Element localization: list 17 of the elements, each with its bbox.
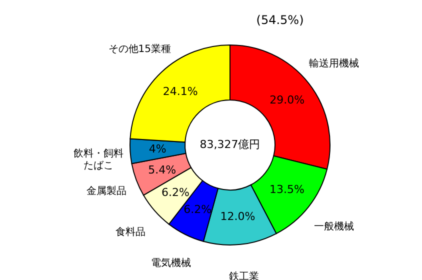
slice-label: その他15業種 — [108, 42, 171, 55]
data-label: 5.4% — [148, 163, 176, 176]
data-label: 6.2% — [162, 186, 190, 199]
slice-label: 輸送用機械 — [309, 58, 360, 70]
slice-label: 金属製品 — [86, 185, 126, 198]
data-label: 12.0% — [220, 210, 256, 224]
slice-label: 一般機械 — [314, 220, 354, 233]
text: (54.5%) — [256, 13, 304, 27]
slice-label: 飲料・飼料たばこ — [73, 147, 124, 172]
slice-label: 電気機械 — [151, 257, 192, 270]
slice-label: 食料品 — [116, 226, 146, 238]
data-label: 13.5% — [270, 182, 304, 196]
data-label: 24.1% — [162, 85, 198, 98]
data-label: 4% — [148, 142, 166, 156]
data-label: 6.2% — [184, 202, 212, 216]
text: 83,327億円 — [200, 138, 260, 151]
data-label: 29.0% — [270, 93, 305, 106]
